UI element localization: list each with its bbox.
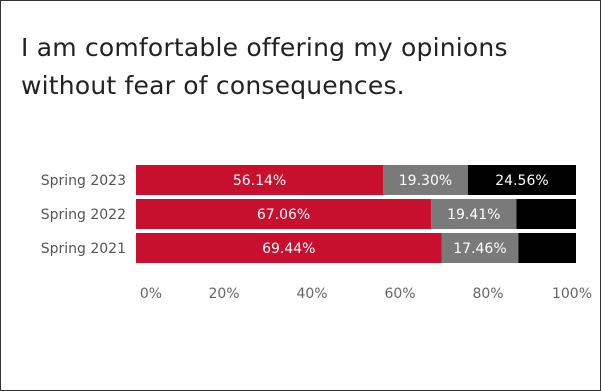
data-label-spring-2023-series-2: 19.30% bbox=[399, 173, 452, 189]
bar-segment-spring-2022-series-3 bbox=[516, 199, 576, 229]
x-tick-label-4: 80% bbox=[472, 286, 503, 302]
data-label-spring-2023-series-1: 56.14% bbox=[233, 173, 286, 189]
data-label-spring-2023-series-3: 24.56% bbox=[495, 173, 548, 189]
data-label-spring-2022-series-1: 67.06% bbox=[257, 207, 310, 223]
category-label-spring-2022: Spring 2022 bbox=[41, 207, 126, 223]
category-label-spring-2023: Spring 2023 bbox=[41, 173, 126, 189]
x-tick-label-0: 0% bbox=[140, 286, 162, 302]
data-label-spring-2021-series-2: 17.46% bbox=[453, 241, 506, 257]
bar-segment-spring-2022-series-2 bbox=[431, 199, 517, 229]
x-axis: 0% 20% 40% 60% 80% 100% bbox=[140, 286, 592, 302]
x-tick-label-5: 100% bbox=[552, 286, 592, 302]
x-tick-label-2: 40% bbox=[296, 286, 327, 302]
bar-segment-spring-2022-series-1 bbox=[136, 199, 432, 229]
bar-segment-spring-2021-series-3 bbox=[518, 233, 576, 263]
bar-segment-spring-2023-series-1 bbox=[136, 165, 384, 195]
bars-layer bbox=[136, 165, 576, 263]
x-tick-label-3: 60% bbox=[384, 286, 415, 302]
chart-title: I am comfortable offering my opinions wi… bbox=[21, 33, 508, 100]
bar-segment-spring-2021-series-2 bbox=[441, 233, 519, 263]
bar-segment-spring-2023-series-3 bbox=[467, 165, 576, 195]
category-label-spring-2021: Spring 2021 bbox=[41, 241, 126, 257]
data-label-spring-2021-series-1: 69.44% bbox=[262, 241, 315, 257]
bar-segment-spring-2023-series-2 bbox=[383, 165, 468, 195]
data-label-spring-2022-series-2: 19.41% bbox=[447, 207, 500, 223]
bar-segment-spring-2021-series-1 bbox=[136, 233, 442, 263]
x-tick-label-1: 20% bbox=[208, 286, 239, 302]
labels-layer: Spring 2023 56.14% 19.30% 24.56% Spring 2022… bbox=[41, 173, 549, 257]
